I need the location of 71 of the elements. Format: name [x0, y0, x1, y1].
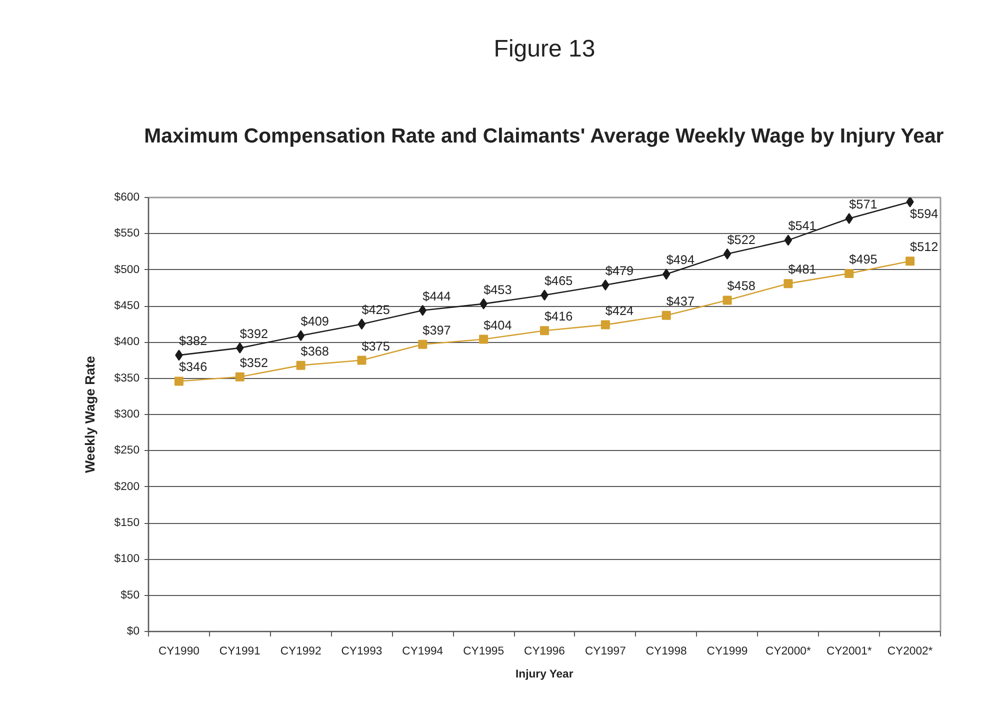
point: [906, 198, 914, 208]
x-tick-label: CY1992: [280, 646, 322, 658]
y-axis-title: Weekly Wage Rate: [82, 356, 98, 474]
point: [235, 372, 244, 382]
point: [844, 268, 854, 278]
data-label: $416: [544, 310, 573, 324]
point: [722, 296, 732, 305]
x-tick-label: CY1996: [524, 646, 565, 658]
x-tick-label: CY1997: [584, 646, 626, 658]
x-tick-label: CY1998: [646, 646, 687, 658]
x-tick-label: CY2001*: [826, 646, 872, 658]
y-tick-label: $300: [114, 408, 140, 420]
data-label: $392: [240, 326, 268, 341]
x-tick-label: CY1995: [463, 646, 504, 658]
x-tick-label: CY2000*: [766, 646, 812, 658]
y-tick-label: $100: [114, 553, 140, 566]
y-tick-label: $150: [114, 517, 140, 529]
y-tick-label: $50: [120, 589, 140, 602]
x-tick-label: CY1993: [341, 646, 382, 658]
data-label: $512: [910, 240, 938, 254]
y-tick-label: $550: [114, 228, 140, 240]
data-label: $458: [727, 279, 756, 294]
data-label: $465: [544, 274, 573, 288]
data-label: $352: [240, 356, 268, 370]
data-label: $495: [849, 252, 878, 266]
data-label: $425: [362, 303, 390, 318]
data-label: $541: [788, 219, 816, 234]
point: [418, 340, 428, 349]
data-label: $375: [362, 339, 390, 354]
y-tick-label: $450: [114, 300, 140, 312]
y-tick-label: $400: [114, 336, 140, 348]
point: [540, 326, 549, 336]
data-label: $437: [666, 294, 694, 308]
data-label: $397: [422, 323, 451, 338]
data-label: $571: [849, 197, 878, 212]
point: [174, 376, 184, 386]
data-label: $346: [178, 360, 208, 374]
chart-subtitle: Maximum Compensation Rate and Claimants' Average Weekly Wage by Injury Year: [144, 126, 944, 148]
y-tick-label: $250: [114, 444, 140, 457]
point: [784, 279, 793, 288]
point: [479, 334, 488, 344]
data-label: $594: [910, 206, 938, 221]
data-label: $453: [484, 282, 512, 297]
x-axis-title: Injury Year: [516, 668, 574, 680]
point: [296, 360, 306, 370]
data-label: $404: [484, 318, 512, 332]
point: [723, 248, 732, 260]
y-tick-label: $350: [114, 372, 140, 384]
data-label: $522: [727, 232, 756, 247]
y-tick-label: $600: [114, 192, 140, 204]
data-label: $494: [666, 253, 694, 268]
point: [296, 330, 305, 342]
chart-title: Figure 13: [494, 36, 596, 62]
point: [358, 318, 366, 330]
y-tick-label: $0: [126, 626, 140, 638]
x-tick-label: CY1991: [219, 646, 260, 658]
point: [784, 234, 792, 246]
y-tick-label: $200: [114, 480, 140, 493]
x-tick-label: CY1990: [158, 646, 200, 658]
y-tick-label: $500: [114, 264, 140, 276]
x-tick-label: CY2002*: [887, 646, 934, 658]
data-label: $409: [300, 314, 329, 329]
point: [906, 256, 915, 266]
point: [357, 356, 366, 365]
x-tick-label: CY1994: [402, 646, 444, 658]
data-label: $424: [605, 304, 634, 318]
data-label: $444: [422, 289, 451, 304]
x-tick-label: CY1999: [706, 646, 748, 658]
point: [600, 320, 610, 330]
point: [662, 310, 671, 320]
data-label: $368: [300, 344, 329, 358]
